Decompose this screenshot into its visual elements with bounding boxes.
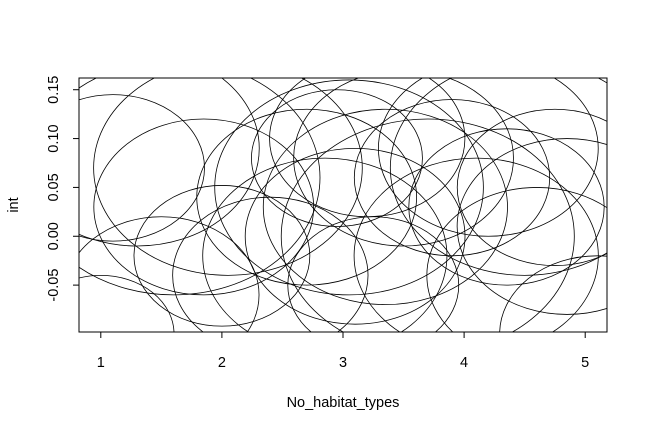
x-axis: 1 2 3 4 5	[97, 332, 589, 371]
x-tick-label-0: 1	[97, 355, 105, 371]
data-point-4	[133, 185, 311, 327]
y-tick-label-1: 0.00	[46, 222, 62, 250]
x-tick-label-1: 2	[218, 355, 226, 371]
data-point-2	[79, 78, 321, 296]
x-axis-label: No_habitat_types	[287, 395, 400, 411]
data-point-18	[280, 118, 575, 332]
data-point-16	[262, 108, 508, 306]
data-markers	[79, 78, 607, 332]
data-point-24	[426, 187, 607, 332]
data-point-26	[456, 138, 607, 315]
data-point-9	[196, 108, 417, 286]
y-tick-label-3: 0.10	[46, 124, 62, 152]
x-tick-label-3: 4	[460, 355, 468, 371]
data-point-27	[499, 255, 607, 332]
data-point-21	[378, 78, 599, 237]
data-point-20	[353, 157, 599, 332]
data-point-1	[79, 78, 260, 247]
data-point-10	[202, 157, 448, 332]
data-point-17	[293, 78, 514, 247]
data-point-3	[93, 118, 315, 296]
data-point-8	[172, 196, 369, 332]
data-point-23	[389, 78, 607, 276]
y-axis: -0.05 0.00 0.05 0.10 0.15	[46, 76, 79, 302]
data-point-22	[408, 128, 605, 286]
x-tick-label-2: 3	[339, 355, 347, 371]
y-axis-label: int	[6, 197, 22, 212]
x-tick-label-4: 5	[581, 355, 589, 371]
data-point-25	[456, 108, 607, 266]
data-point-7	[79, 216, 260, 332]
y-tick-label-2: 0.05	[46, 173, 62, 201]
data-point-12	[214, 79, 484, 296]
data-point-11	[251, 89, 423, 227]
data-point-5	[93, 78, 363, 276]
data-point-13	[244, 147, 466, 325]
data-point-6	[79, 274, 175, 332]
y-tick-label-0: -0.05	[46, 269, 62, 302]
y-tick-label-4: 0.15	[46, 76, 62, 104]
data-point-0	[79, 94, 205, 242]
